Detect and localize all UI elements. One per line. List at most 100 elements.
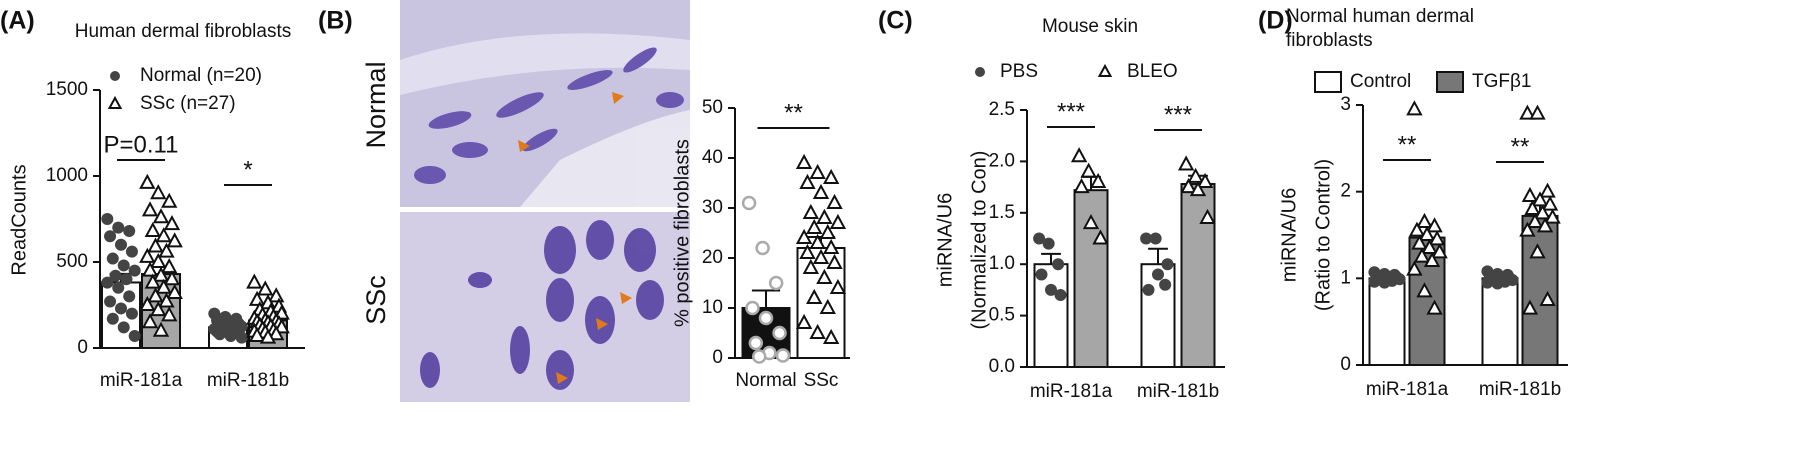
panel-label: (B) (318, 7, 353, 35)
data-point (795, 313, 813, 329)
data-point (1408, 221, 1426, 237)
y-axis-label: (Ratio to Control) (1312, 159, 1334, 311)
data-point (822, 328, 840, 344)
y-tick-label: 1000 (46, 165, 88, 186)
y-tick-label: 0 (1340, 354, 1351, 375)
data-point (150, 301, 167, 317)
legend-label: Control (1350, 71, 1411, 92)
data-point (1531, 191, 1549, 207)
data-point (1142, 283, 1155, 296)
data-point (1196, 172, 1214, 188)
data-point (1426, 217, 1443, 233)
error-bar (1041, 252, 1061, 265)
data-point (152, 208, 170, 224)
data-point (166, 232, 183, 248)
y-tick-label: 1.5 (989, 202, 1015, 223)
data-point (806, 288, 823, 304)
y-tick-label: 0.5 (989, 305, 1015, 326)
data-point (809, 233, 826, 249)
data-point (141, 201, 159, 217)
chart-title: Normal human dermal (1286, 6, 1474, 27)
data-point (257, 280, 274, 296)
data-point (155, 278, 172, 294)
data-point (1431, 243, 1448, 259)
data-point (1140, 232, 1153, 245)
data-point (799, 173, 816, 189)
data-point (161, 306, 178, 322)
data-point (809, 163, 826, 179)
data-point (104, 295, 117, 308)
data-point (268, 287, 285, 303)
y-tick-label: 2 (1340, 181, 1351, 202)
data-point (163, 270, 181, 286)
data-point (1189, 181, 1207, 197)
data-point (1416, 212, 1433, 228)
panel-label: (C) (878, 7, 913, 35)
y-tick-label: 10 (702, 297, 723, 318)
data-point (819, 298, 836, 314)
data-point (1416, 282, 1433, 298)
legend-label: PBS (1000, 61, 1038, 82)
data-point (1413, 247, 1431, 263)
data-point (1521, 299, 1539, 315)
data-point (152, 321, 170, 337)
data-point (125, 245, 138, 258)
data-point (117, 259, 130, 272)
y-tick-label: 500 (56, 251, 88, 272)
data-point (1521, 186, 1539, 202)
data-point (224, 329, 237, 342)
data-point (1526, 212, 1544, 228)
y-tick-label: 1 (1340, 267, 1351, 288)
data-point (268, 325, 285, 341)
data-point (1070, 147, 1088, 163)
data-point (809, 323, 826, 339)
data-point (1054, 289, 1067, 302)
chart-title: Human dermal fibroblasts (75, 21, 291, 42)
y-tick-label: 20 (702, 247, 723, 268)
data-point (139, 295, 156, 311)
data-point (1421, 238, 1438, 254)
data-point (1426, 299, 1443, 315)
y-tick-label: 0 (712, 347, 723, 368)
legend-swatch (107, 95, 123, 109)
data-point (109, 269, 122, 282)
data-point (802, 203, 820, 219)
data-point (1529, 104, 1546, 120)
data-point (246, 273, 263, 289)
significance-label: *** (1057, 98, 1085, 125)
data-point (1092, 229, 1109, 245)
data-point (147, 287, 164, 303)
data-point (829, 213, 847, 229)
data-point (1187, 167, 1204, 183)
data-point (829, 278, 847, 294)
x-tick-label: miR-181a (1366, 379, 1449, 400)
data-point (1539, 182, 1556, 198)
data-point (1541, 195, 1559, 211)
data-point (1161, 258, 1174, 271)
y-tick-label: 40 (702, 147, 723, 168)
legend-label: SSc (n=27) (140, 93, 236, 114)
data-point (115, 238, 127, 251)
data-point (248, 290, 266, 306)
y-tick-label: 2.0 (989, 150, 1015, 171)
data-point (1481, 276, 1494, 289)
data-point (1544, 208, 1561, 224)
bar (1180, 183, 1216, 368)
y-tick-label: 50 (702, 97, 723, 118)
data-point (158, 242, 175, 258)
histology-image (400, 0, 690, 402)
data-point (144, 273, 161, 289)
data-point (101, 213, 114, 225)
data-point (161, 192, 178, 208)
data-point (745, 300, 760, 316)
data-point (826, 193, 843, 209)
data-point (112, 221, 125, 234)
data-point (123, 225, 136, 238)
data-point (1152, 268, 1164, 281)
data-point (1073, 178, 1090, 194)
data-point (822, 238, 840, 254)
data-point (1089, 172, 1107, 188)
data-point (812, 183, 830, 199)
data-point (741, 195, 757, 211)
